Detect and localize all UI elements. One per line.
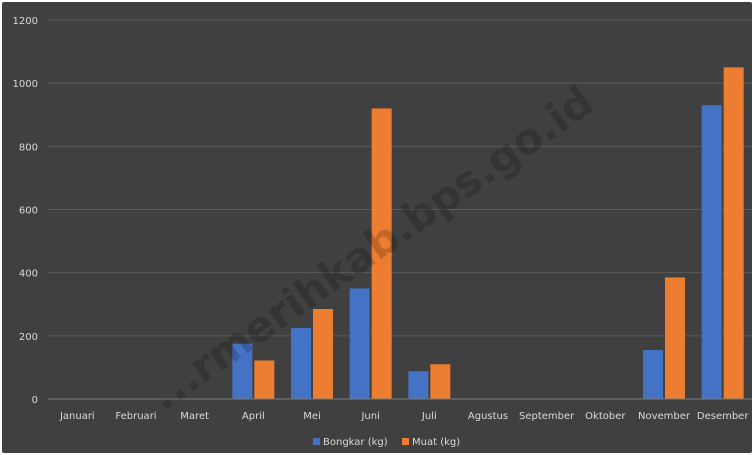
bar-muat (254, 360, 275, 399)
bars (232, 67, 744, 400)
legend-swatch (313, 438, 320, 445)
bar-bongkar (349, 288, 370, 399)
x-tick-label: Juli (421, 411, 437, 422)
x-tick-label: Oktober (585, 411, 626, 422)
bar-muat (723, 67, 744, 399)
bar-bongkar (701, 105, 722, 400)
legend-label: Muat (kg) (412, 437, 460, 448)
y-tick-label: 200 (19, 332, 38, 343)
x-tick-label: Mei (303, 411, 321, 422)
legend-label: Bongkar (kg) (323, 437, 388, 448)
bar-bongkar (232, 343, 253, 399)
y-tick-label: 400 (19, 269, 38, 280)
bar-bongkar (408, 371, 429, 399)
x-tick-label: Desember (697, 411, 749, 422)
gridlines (48, 19, 752, 337)
y-tick-label: 1200 (13, 16, 38, 27)
bar-muat (371, 108, 392, 399)
x-tick-label: April (242, 411, 265, 422)
y-tick-label: 800 (19, 142, 38, 153)
x-tick-label: Januari (59, 411, 95, 422)
x-tick-label: Agustus (468, 411, 508, 422)
bar-muat (430, 364, 451, 399)
x-tick-label: Februari (115, 411, 156, 422)
bar-muat (313, 308, 333, 399)
x-tick-label: Juni (360, 411, 379, 422)
bar-muat (665, 277, 685, 399)
y-tick-label: 600 (19, 206, 38, 217)
legend: Bongkar (kg) Muat (kg) (313, 437, 460, 448)
x-tick-label: November (638, 411, 691, 422)
y-axis-ticks: 0 200 400 600 800 1000 1200 (13, 16, 38, 406)
x-axis-ticks: Januari Februari Maret April Mei Juni Juli Agus… (59, 411, 749, 422)
legend-swatch (402, 438, 409, 445)
y-tick-label: 0 (32, 395, 38, 406)
bar-bongkar (291, 327, 311, 399)
x-tick-label: September (519, 411, 575, 422)
x-tick-label: Maret (180, 411, 209, 422)
y-tick-label: 1000 (13, 79, 38, 90)
bar-bongkar (643, 350, 663, 399)
